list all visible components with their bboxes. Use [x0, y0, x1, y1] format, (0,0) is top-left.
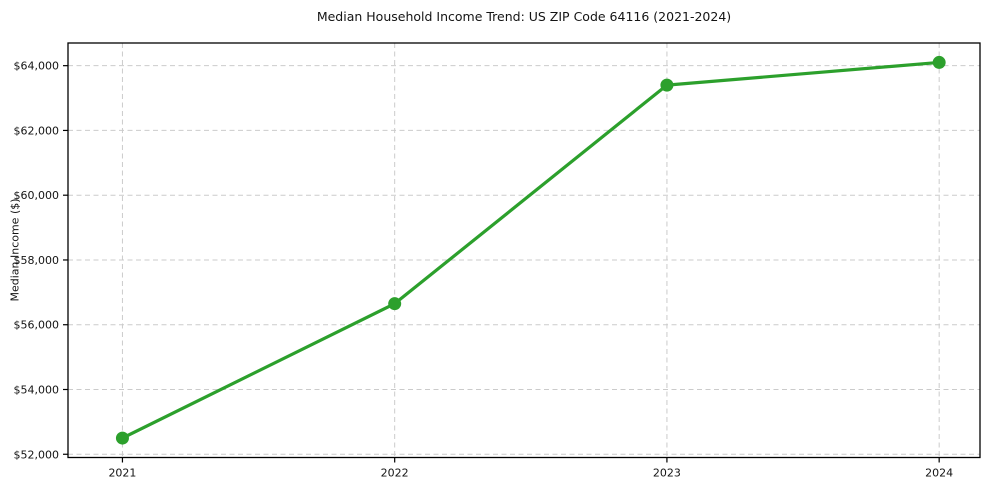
y-tick-label: $58,000 [14, 254, 60, 267]
x-tick-label: 2023 [653, 467, 681, 480]
chart-title: Median Household Income Trend: US ZIP Co… [316, 9, 732, 24]
plot-border [67, 42, 981, 459]
y-tick-label: $62,000 [14, 124, 60, 137]
y-tick-label: $64,000 [14, 60, 60, 73]
y-tick-label: $56,000 [14, 319, 60, 332]
income-trend-line [120, 60, 941, 440]
data-point-marker [115, 431, 129, 445]
data-point-marker [932, 55, 946, 69]
data-point-marker [388, 297, 402, 311]
x-tick-label: 2021 [108, 467, 136, 480]
y-tick-label: $54,000 [14, 383, 60, 396]
y-tick-label: $60,000 [14, 189, 60, 202]
data-point-marker [660, 78, 674, 92]
x-tick-label: 2022 [381, 467, 409, 480]
x-tick-label: 2024 [925, 467, 953, 480]
y-tick-label: $52,000 [14, 448, 60, 461]
